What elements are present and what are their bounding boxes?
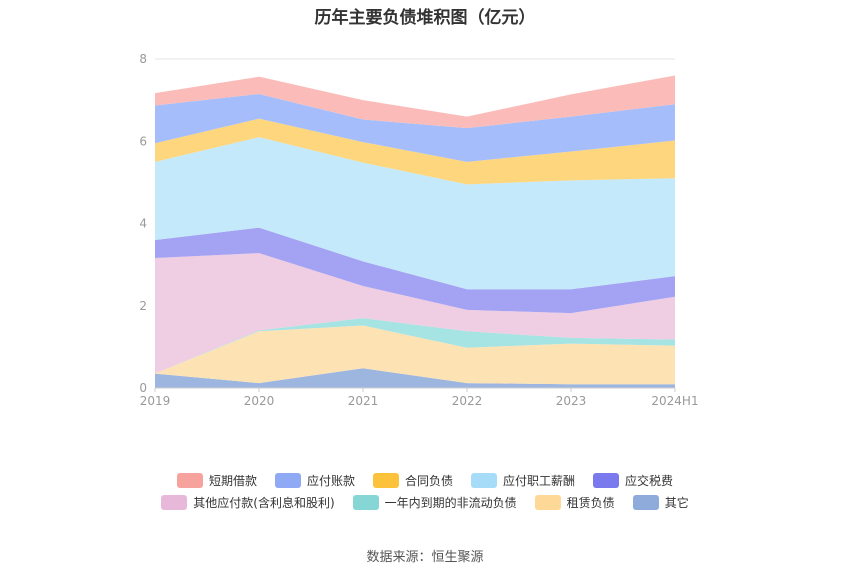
x-tick-label: 2022 [452, 394, 483, 408]
legend-swatch [352, 495, 379, 510]
legend-row-1: 短期借款 应付账款 合同负债 应付职工薪酬 应交税费 [0, 472, 850, 489]
chart-title: 历年主要负债堆积图（亿元） [314, 8, 536, 28]
area-series [155, 118, 675, 185]
legend-item[interactable]: 应交税费 [593, 472, 673, 489]
legend-row-2: 其他应付款(含利息和股利) 一年内到期的非流动负债 租赁负债 其它 [0, 494, 850, 511]
x-tick-label: 2023 [556, 394, 587, 408]
y-tick-label: 6 [139, 134, 147, 148]
axes: 0 2 4 6 8 2019 2020 2021 2022 2023 2024H1 [139, 52, 698, 408]
legend-label: 一年内到期的非流动负债 [384, 496, 517, 510]
legend-item[interactable]: 其它 [632, 494, 689, 511]
legend-swatch [176, 473, 203, 488]
legend-item[interactable]: 一年内到期的非流动负债 [352, 494, 517, 511]
area-series [155, 137, 675, 290]
legend-item[interactable]: 租赁负债 [534, 494, 615, 511]
legend-item[interactable]: 其他应付款(含利息和股利) [161, 494, 335, 511]
area-series [155, 75, 675, 129]
x-tick-label: 2019 [140, 394, 171, 408]
legend-label: 应交税费 [625, 474, 674, 488]
legend-swatch [593, 473, 620, 488]
x-tick-label: 2020 [244, 394, 275, 408]
legend-label: 短期借款 [208, 474, 257, 488]
y-tick-label: 4 [139, 217, 147, 231]
legend-label: 合同负债 [404, 474, 453, 488]
area-series [155, 368, 675, 388]
x-tick-label: 2021 [348, 394, 379, 408]
area-series [155, 253, 675, 374]
y-tick-label: 8 [139, 52, 147, 66]
area-series-layer [155, 75, 675, 388]
legend-swatch [274, 473, 301, 488]
y-tick-label: 2 [139, 299, 147, 313]
stacked-area-chart: 0 2 4 6 8 2019 2020 2021 2022 2023 2024H1 [139, 52, 698, 408]
legend-label: 应付账款 [306, 474, 355, 488]
legend-label: 应付职工薪酬 [503, 474, 576, 488]
data-source-note: 数据来源：恒生聚源 [366, 550, 484, 565]
legend-item[interactable]: 短期借款 [176, 472, 257, 489]
legend-item[interactable]: 应付账款 [274, 472, 355, 489]
legend-label: 其它 [664, 496, 689, 510]
legend-label: 租赁负债 [566, 496, 615, 510]
legend-label: 其他应付款(含利息和股利) [193, 496, 335, 510]
legend: 短期借款 应付账款 合同负债 应付职工薪酬 应交税费 其他应付款(含利息和股利) 一年内到… [0, 472, 850, 516]
legend-item[interactable]: 应付职工薪酬 [471, 472, 575, 489]
area-series [155, 318, 675, 374]
legend-swatch [471, 473, 497, 488]
area-series [155, 325, 675, 385]
x-tick-label: 2024H1 [651, 394, 698, 408]
legend-swatch [534, 495, 561, 510]
legend-swatch [372, 473, 399, 488]
legend-swatch [161, 495, 188, 510]
area-series [155, 93, 675, 162]
area-series [155, 227, 675, 314]
y-tick-label: 0 [139, 381, 147, 395]
legend-item[interactable]: 合同负债 [372, 472, 453, 489]
legend-swatch [632, 495, 659, 510]
